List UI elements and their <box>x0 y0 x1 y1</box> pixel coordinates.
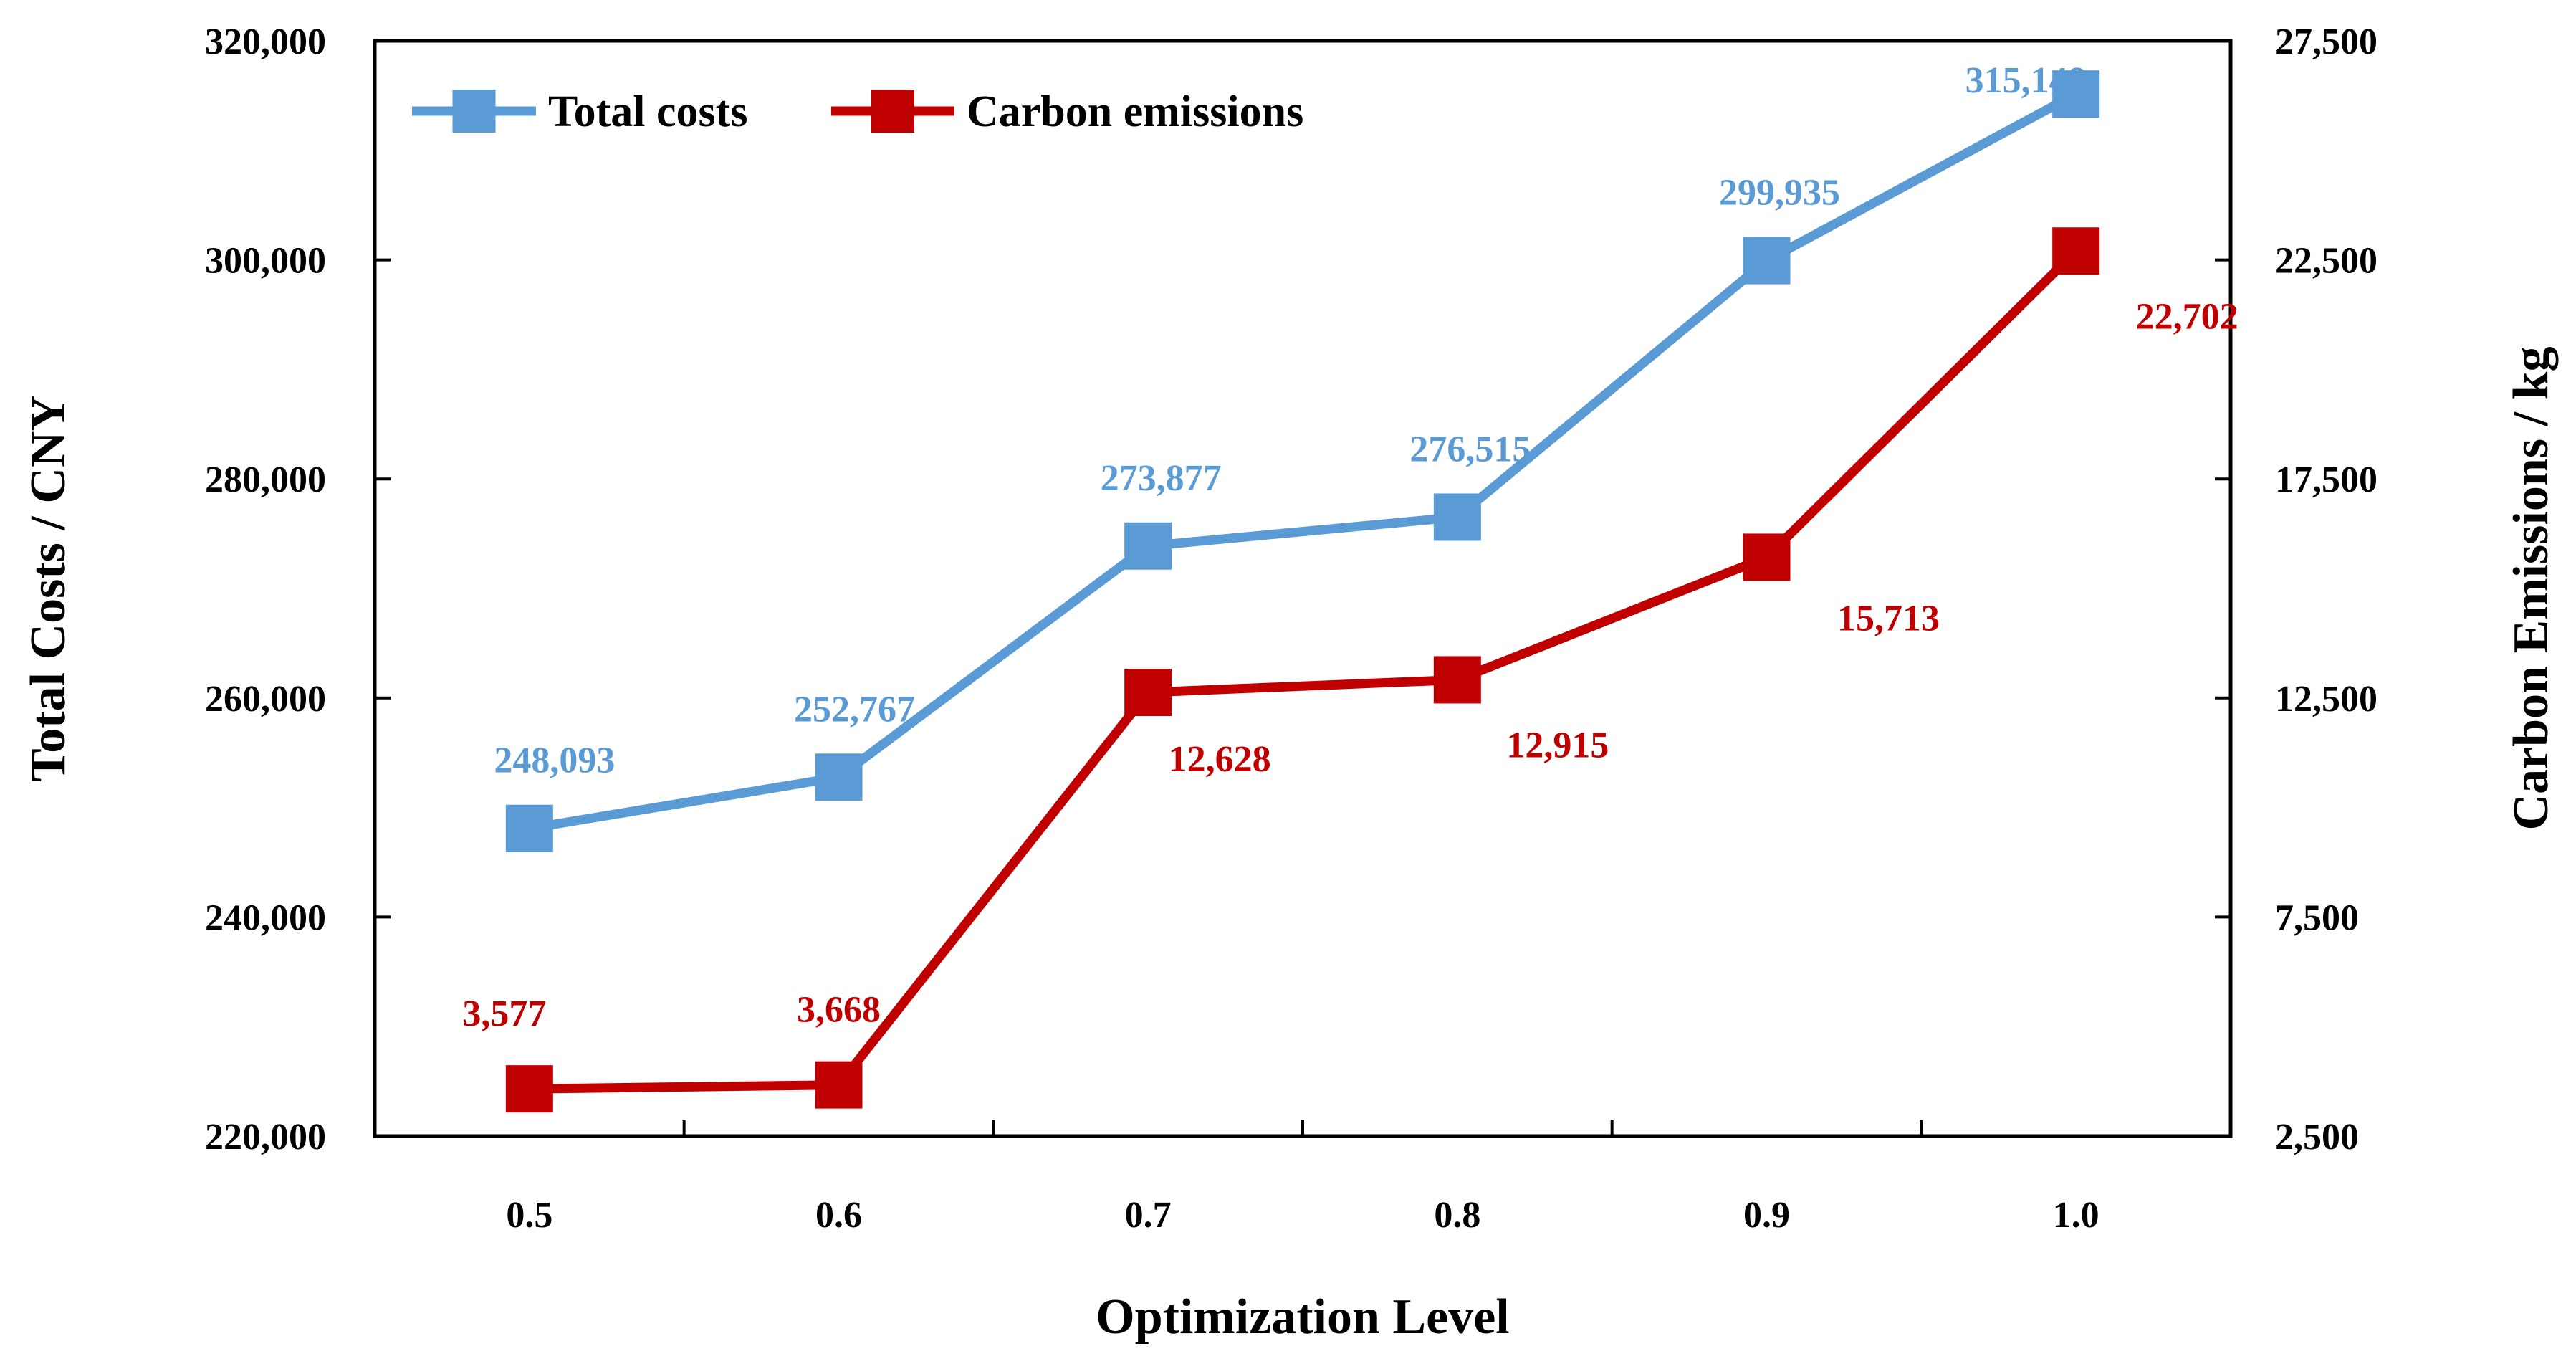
right-y-tick-label: 27,500 <box>2275 22 2378 62</box>
legend-marker-carbon-emissions <box>871 90 914 133</box>
legend-marker-total-costs <box>452 90 496 133</box>
total-costs-data-label: 299,935 <box>1719 173 1840 214</box>
carbon-emissions-data-label: 22,702 <box>2136 296 2239 337</box>
right-y-tick-label: 12,500 <box>2275 679 2378 720</box>
series-layer: 248,093 252,767 273,877 276,515 299,935 315,1… <box>462 60 2239 1113</box>
total-costs-data-label: 248,093 <box>494 740 615 781</box>
carbon-emissions-marker <box>2052 227 2100 275</box>
x-axis-ticks: 0.5 0.6 0.7 0.8 0.9 1.0 <box>506 1120 2099 1236</box>
right-y-tick-label: 17,500 <box>2275 459 2378 500</box>
x-tick-label: 1.0 <box>2053 1195 2099 1236</box>
legend-label-carbon-emissions: Carbon emissions <box>967 87 1303 136</box>
right-y-axis-title: Carbon Emissions / kg <box>2504 347 2559 831</box>
total-costs-marker <box>1743 237 1791 285</box>
right-y-tick-label: 2,500 <box>2275 1117 2359 1158</box>
total-costs-marker <box>1433 493 1481 541</box>
carbon-emissions-marker <box>815 1061 863 1109</box>
carbon-emissions-data-label: 12,628 <box>1169 739 1271 780</box>
total-costs-marker <box>815 753 863 801</box>
right-y-axis-ticks: 2,500 7,500 12,500 17,500 22,500 27,500 <box>2215 22 2378 1158</box>
carbon-emissions-marker <box>505 1065 553 1113</box>
plot-area-frame <box>373 39 2233 1138</box>
right-y-tick-label: 7,500 <box>2275 897 2359 938</box>
x-tick-label: 0.9 <box>1743 1195 1790 1236</box>
legend: Total costs Carbon emissions <box>412 87 1303 136</box>
x-tick-label: 0.6 <box>815 1195 862 1236</box>
carbon-emissions-data-label: 3,577 <box>462 993 546 1034</box>
total-costs-data-label: 276,515 <box>1409 429 1531 469</box>
carbon-emissions-data-label: 3,668 <box>797 990 881 1031</box>
left-y-axis-title: Total Costs / CNY <box>21 395 76 782</box>
carbon-emissions-line <box>529 247 2079 1094</box>
carbon-emissions-marker <box>1124 668 1172 716</box>
left-y-tick-label: 320,000 <box>205 22 326 62</box>
x-tick-label: 0.5 <box>506 1195 552 1236</box>
left-y-tick-label: 260,000 <box>205 679 326 720</box>
x-tick-label: 0.7 <box>1125 1195 1172 1236</box>
left-y-tick-label: 280,000 <box>205 459 326 500</box>
right-y-tick-label: 22,500 <box>2275 241 2378 282</box>
legend-label-total-costs: Total costs <box>548 87 747 136</box>
carbon-emissions-data-label: 12,915 <box>1506 725 1609 766</box>
left-y-tick-label: 220,000 <box>205 1117 326 1158</box>
carbon-emissions-marker <box>1743 533 1791 581</box>
carbon-emissions-data-label: 15,713 <box>1837 598 1940 639</box>
total-costs-data-label: 273,877 <box>1101 458 1222 499</box>
x-tick-label: 0.8 <box>1434 1195 1480 1236</box>
total-costs-marker <box>1124 522 1172 570</box>
total-costs-line <box>528 90 2079 834</box>
left-y-tick-label: 240,000 <box>205 897 326 938</box>
x-axis-title: Optimization Level <box>1096 1289 1509 1345</box>
carbon-emissions-marker <box>1433 656 1481 704</box>
total-costs-data-label: 252,767 <box>794 689 915 730</box>
left-y-axis-ticks: 220,000 240,000 260,000 280,000 300,000 320,0… <box>205 22 391 1158</box>
total-costs-marker <box>2052 70 2100 118</box>
total-costs-data-label: 315,148 <box>1965 60 2087 101</box>
total-costs-marker <box>505 804 553 852</box>
left-y-tick-label: 300,000 <box>205 241 326 282</box>
